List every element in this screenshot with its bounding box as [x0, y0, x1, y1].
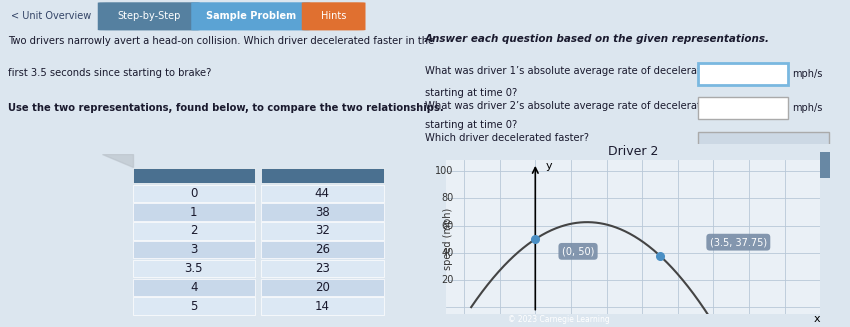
FancyBboxPatch shape — [699, 97, 788, 119]
Bar — [133, 279, 255, 296]
Text: Two drivers narrowly avert a head-on collision. Which driver decelerated faster : Two drivers narrowly avert a head-on col… — [8, 36, 434, 46]
Text: 26: 26 — [314, 243, 330, 256]
Text: 23: 23 — [314, 262, 330, 275]
Text: 14: 14 — [314, 300, 330, 313]
Bar — [133, 168, 255, 183]
Text: Answer each question based on the given representations.: Answer each question based on the given … — [425, 34, 770, 44]
Title: Driver 2: Driver 2 — [608, 145, 659, 158]
Text: < Unit Overview: < Unit Overview — [11, 11, 91, 21]
Text: 2: 2 — [190, 224, 197, 237]
Text: starting at time 0?: starting at time 0? — [425, 120, 518, 130]
Bar — [133, 241, 255, 258]
Bar — [133, 185, 255, 202]
Polygon shape — [102, 154, 133, 167]
Text: speed (mph): speed (mph) — [443, 208, 453, 270]
FancyBboxPatch shape — [191, 2, 310, 30]
Bar — [261, 185, 383, 202]
Bar — [133, 222, 255, 239]
Bar — [261, 241, 383, 258]
Text: 38: 38 — [315, 206, 330, 218]
Bar — [261, 168, 383, 183]
Text: x: x — [813, 314, 820, 324]
Text: starting at time 0?: starting at time 0? — [425, 88, 518, 98]
Text: (0, 50): (0, 50) — [562, 246, 594, 256]
Text: Sample Problem: Sample Problem — [206, 11, 296, 21]
Text: first 3.5 seconds since starting to brake?: first 3.5 seconds since starting to brak… — [8, 68, 212, 78]
Bar — [261, 279, 383, 296]
Bar — [133, 298, 255, 315]
Text: 20: 20 — [441, 275, 453, 285]
Text: 100: 100 — [435, 166, 453, 176]
FancyBboxPatch shape — [699, 132, 829, 154]
Text: © 2023 Carnegie Learning: © 2023 Carnegie Learning — [507, 315, 609, 324]
Text: What was driver 2’s absolute average rate of deceleration: What was driver 2’s absolute average rat… — [425, 101, 716, 111]
Text: y: y — [546, 161, 552, 171]
Text: 3: 3 — [190, 243, 197, 256]
Text: 40: 40 — [441, 248, 453, 258]
Text: mph/s: mph/s — [792, 103, 823, 113]
Bar — [820, 152, 830, 178]
Bar — [133, 203, 255, 221]
FancyBboxPatch shape — [98, 2, 200, 30]
Text: 60: 60 — [441, 220, 453, 231]
Text: 44: 44 — [314, 187, 330, 200]
FancyBboxPatch shape — [302, 2, 366, 30]
Text: mph/s: mph/s — [792, 69, 823, 79]
Text: 80: 80 — [441, 193, 453, 203]
Text: Which driver decelerated faster?: Which driver decelerated faster? — [425, 133, 589, 143]
FancyBboxPatch shape — [699, 63, 788, 84]
Text: 20: 20 — [314, 281, 330, 294]
Text: Use the two representations, found below, to compare the two relationships.: Use the two representations, found below… — [8, 103, 445, 113]
Bar — [133, 260, 255, 277]
Text: 3.5: 3.5 — [184, 262, 203, 275]
Bar — [261, 203, 383, 221]
Bar — [261, 222, 383, 239]
Text: What was driver 1’s absolute average rate of deceleration: What was driver 1’s absolute average rat… — [425, 66, 716, 76]
Text: 4: 4 — [190, 281, 197, 294]
Text: 1: 1 — [190, 206, 197, 218]
Text: 0: 0 — [190, 187, 197, 200]
Text: (3.5, 37.75): (3.5, 37.75) — [710, 237, 767, 247]
Text: 32: 32 — [314, 224, 330, 237]
Bar — [261, 260, 383, 277]
Text: 5: 5 — [190, 300, 197, 313]
Bar — [261, 298, 383, 315]
Text: Step-by-Step: Step-by-Step — [117, 11, 180, 21]
Text: Hints: Hints — [321, 11, 346, 21]
